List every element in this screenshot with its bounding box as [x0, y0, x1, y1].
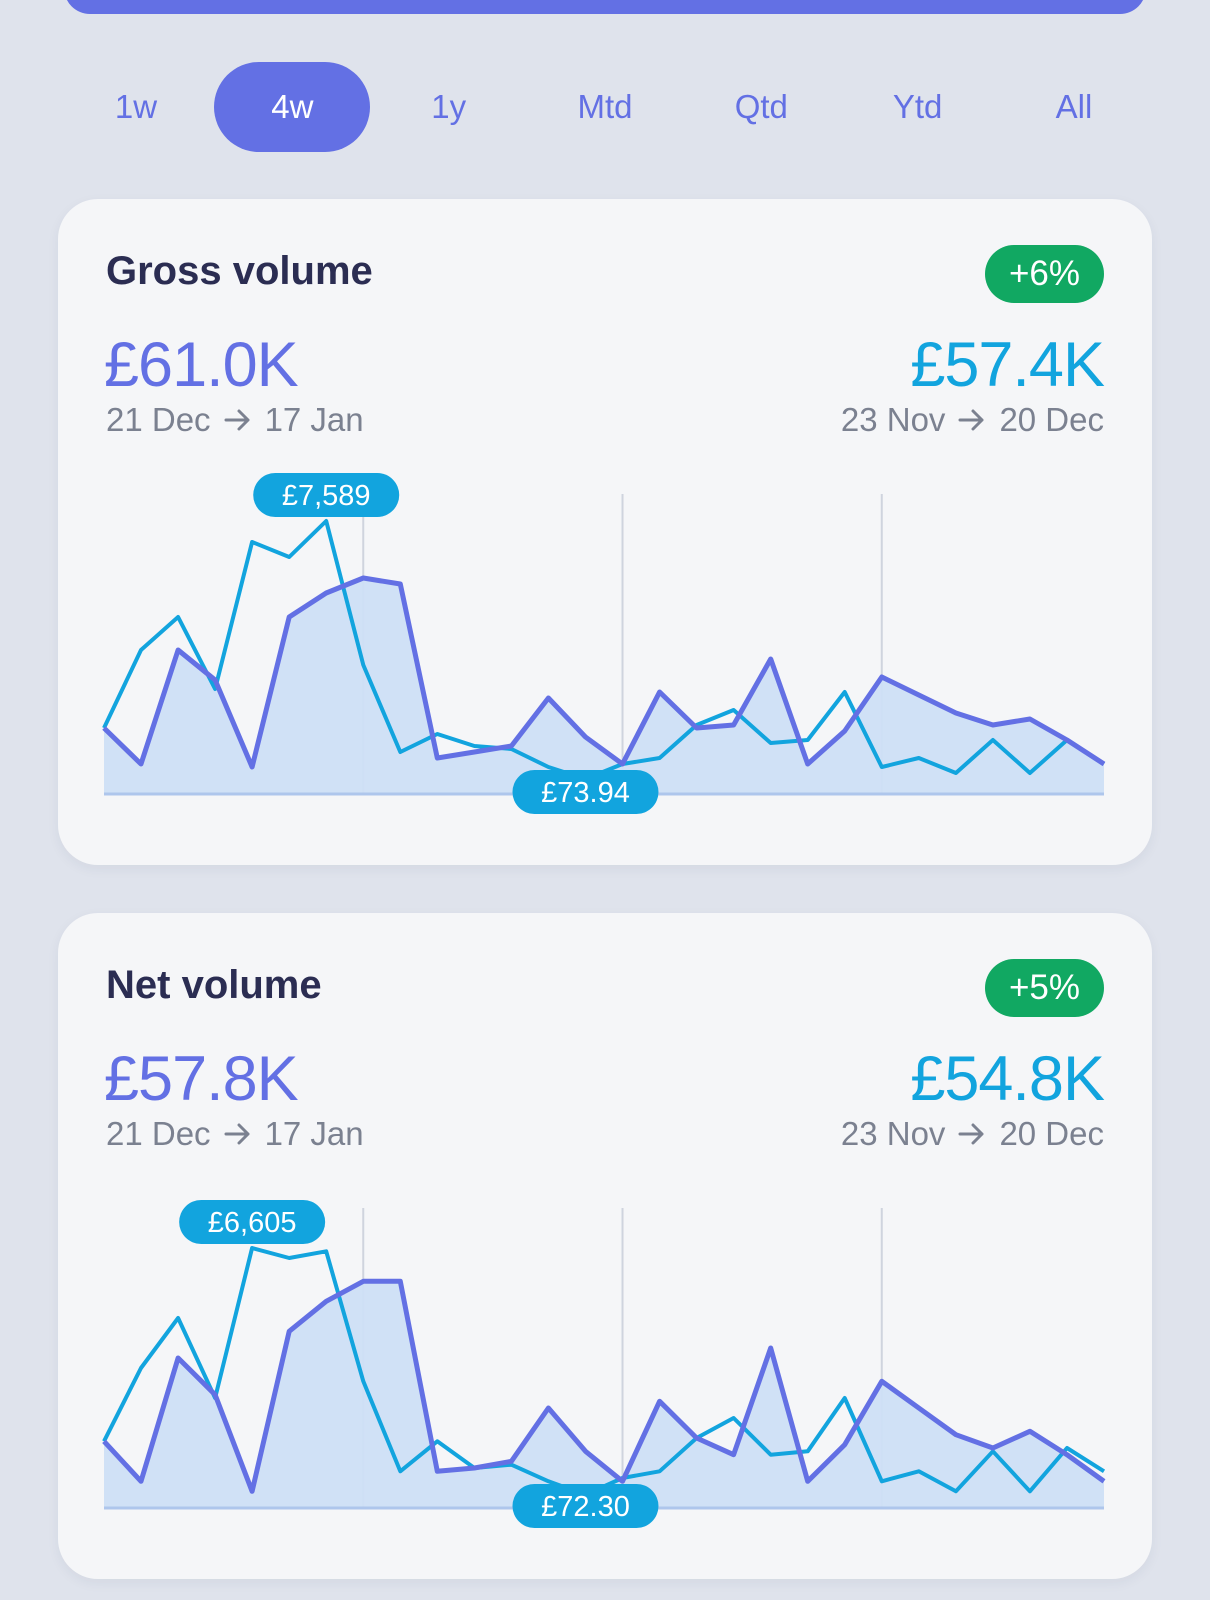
- net-volume-chart[interactable]: £6,605 £72.30: [102, 1178, 1106, 1538]
- card-title: Gross volume: [106, 249, 373, 293]
- label-pill-text: £7,589: [282, 480, 371, 512]
- period-tab-ytd[interactable]: Ytd: [892, 88, 943, 125]
- previous-value: £54.8K: [910, 1044, 1105, 1114]
- period-selector: 1w 4w 1y Mtd Qtd Ytd All: [58, 62, 1152, 152]
- current-value: £57.8K: [104, 1044, 299, 1114]
- range-to: 20 Dec: [999, 1115, 1104, 1152]
- top-action-bar[interactable]: [64, 0, 1146, 14]
- current-series-line: [102, 575, 1106, 770]
- current-series-line: [102, 1278, 1106, 1494]
- label-pill-bg: [512, 1484, 659, 1528]
- current-series-area: [104, 1281, 1104, 1508]
- range-from: 23 Nov: [840, 1115, 946, 1152]
- period-tab-1w[interactable]: 1w: [114, 88, 158, 125]
- previous-range: 23 Nov 20 Dec: [841, 1115, 1104, 1153]
- arrow-right-icon: [958, 409, 984, 431]
- change-badge: +5%: [984, 959, 1104, 1017]
- arrow-right-icon: [224, 1123, 250, 1145]
- period-tab-1y[interactable]: 1y: [431, 88, 467, 125]
- period-tab-all[interactable]: All: [1055, 88, 1093, 125]
- max-value-label: £6,605: [179, 1200, 326, 1244]
- gross-volume-chart[interactable]: £7,589 £73.94: [102, 464, 1106, 824]
- range-from: 21 Dec: [106, 1115, 211, 1152]
- label-pill-text: £72.30: [541, 1491, 630, 1523]
- label-pill-bg: [253, 473, 400, 517]
- previous-value: £57.4K: [910, 330, 1105, 400]
- current-range: 21 Dec 17 Jan: [106, 1115, 364, 1153]
- period-tab-mtd[interactable]: Mtd: [577, 88, 633, 125]
- range-to: 17 Jan: [264, 1115, 364, 1152]
- card-title: Net volume: [106, 963, 322, 1007]
- arrow-right-icon: [224, 409, 250, 431]
- range-from: 23 Nov: [840, 401, 946, 438]
- current-range: 21 Dec 17 Jan: [106, 401, 364, 439]
- min-value-label: £73.94: [512, 770, 659, 814]
- range-to: 17 Jan: [264, 401, 364, 438]
- period-tab-4w[interactable]: 4w: [214, 62, 371, 152]
- range-to: 20 Dec: [999, 401, 1104, 438]
- min-value-label: £72.30: [512, 1484, 659, 1528]
- change-badge: +6%: [984, 245, 1104, 303]
- current-value: £61.0K: [104, 330, 299, 400]
- gross-volume-card[interactable]: Gross volume +6% £61.0K £57.4K 21 Dec 17…: [58, 199, 1152, 865]
- label-pill-bg: [512, 770, 659, 814]
- label-pill-text: £6,605: [208, 1207, 297, 1239]
- previous-range: 23 Nov 20 Dec: [841, 401, 1104, 439]
- arrow-right-icon: [958, 1123, 984, 1145]
- range-from: 21 Dec: [106, 401, 211, 438]
- max-value-label: £7,589: [253, 473, 400, 517]
- label-pill-text: £73.94: [541, 777, 630, 809]
- period-tab-qtd[interactable]: Qtd: [734, 88, 788, 125]
- net-volume-card[interactable]: Net volume +5% £57.8K £54.8K 21 Dec 17 J…: [58, 913, 1152, 1579]
- label-pill-bg: [179, 1200, 326, 1244]
